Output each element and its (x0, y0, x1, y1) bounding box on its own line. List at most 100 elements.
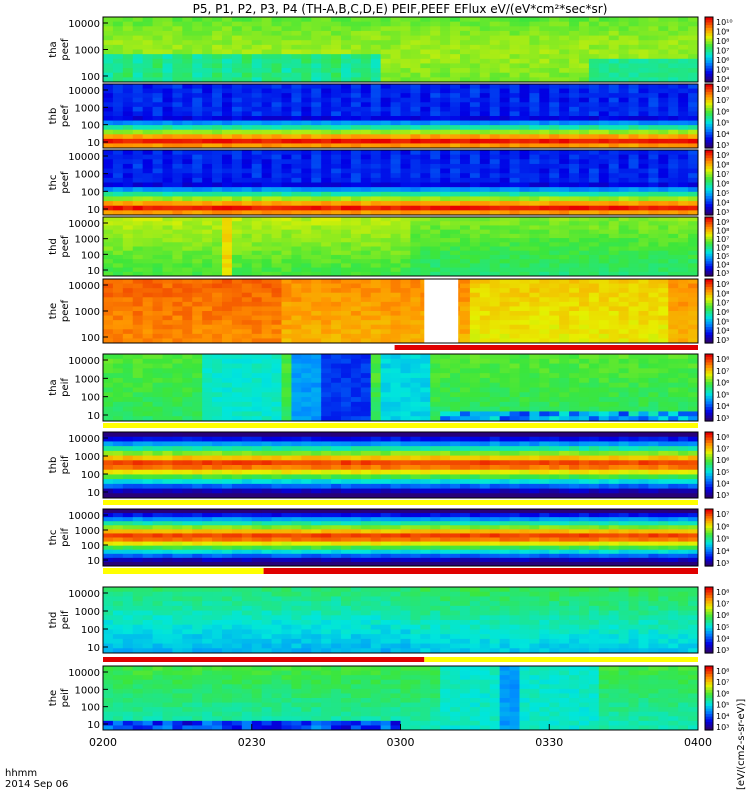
colorbar-step (705, 268, 713, 272)
colorbar-step (705, 30, 713, 34)
y-tick-label: 100 (81, 187, 100, 198)
panel-label-probe: the (48, 303, 59, 319)
colorbar-step (705, 434, 713, 439)
colorbar-step (705, 79, 713, 83)
colorbar-tick-label: 10⁷ (716, 510, 729, 519)
colorbar-step (705, 279, 713, 283)
colorbar-step (705, 246, 713, 250)
y-tick-label: 1000 (75, 374, 100, 385)
colorbar-step (705, 198, 713, 203)
colorbar-step (705, 187, 713, 192)
colorbar-tick-label: 10⁶ (716, 107, 729, 116)
colorbar-tick-label: 10⁸ (716, 227, 729, 236)
colorbar-step (705, 376, 713, 380)
colorbar-tick-label: 10⁴ (716, 327, 729, 336)
state-bar-thb_peif (103, 500, 698, 505)
y-tick-label: 1000 (75, 103, 100, 114)
colorbar-step (705, 182, 713, 186)
colorbar-step (705, 600, 713, 605)
figure-title: P5, P1, P2, P3, P4 (TH-A,B,C,D,E) PEIF,P… (193, 2, 608, 16)
colorbar-step (705, 523, 713, 527)
colorbar-step (705, 239, 713, 243)
colorbar-step (705, 476, 713, 480)
colorbar-step (705, 209, 713, 213)
colorbar-step (705, 473, 713, 477)
colorbar-step (705, 152, 713, 157)
colorbar-step (705, 289, 713, 293)
colorbar-step (705, 196, 713, 200)
colorbars-layer: 10¹⁰10⁹10⁸10⁷10⁶10⁵10⁴10⁸10⁷10⁶10⁵10⁴10³… (704, 16, 733, 732)
colorbar-step (705, 409, 713, 414)
colorbar-tick-label: 10⁷ (716, 235, 729, 244)
colorbar-step (705, 221, 713, 225)
colorbar-step (705, 140, 713, 144)
state-bar-segment (103, 500, 698, 505)
x-tick-label: 0300 (387, 736, 415, 749)
y-tick-label: 10000 (68, 668, 100, 679)
colorbar-step (705, 121, 713, 125)
colorbar-step (705, 321, 713, 325)
colorbar-step (705, 481, 713, 485)
colorbar-step (705, 633, 713, 638)
colorbar-tick-label: 10⁵ (716, 468, 729, 477)
colorbar-step (705, 311, 713, 315)
colorbar-tick-label: 10⁶ (716, 56, 729, 65)
colorbar-step (705, 418, 713, 422)
colorbar-step (705, 57, 713, 61)
colorbar-step (705, 226, 713, 230)
colorbar-step (705, 549, 713, 553)
colorbar-step (705, 236, 713, 240)
colorbar-step (705, 287, 713, 291)
colorbar-step (705, 467, 713, 472)
colorbar-step (705, 19, 713, 24)
colorbar-step (705, 563, 713, 567)
colorbar-frame (704, 149, 714, 216)
colorbar-step (705, 65, 713, 70)
colorbar-step (705, 241, 713, 245)
colorbar-step (705, 231, 713, 235)
colorbar-step (705, 716, 713, 720)
colorbar-tick-label: 10⁷ (716, 600, 729, 609)
colorbar-step (705, 84, 713, 88)
colorbar-step (705, 412, 713, 417)
x-tick-label: 0400 (684, 736, 712, 749)
colorbar-thb_peef: 10⁸ 10⁷ 10⁶ 10⁵ 10⁴ 10³ (704, 83, 729, 150)
state-bar-segment (103, 345, 395, 350)
colorbar-step (705, 620, 713, 624)
colorbar-step (705, 487, 713, 491)
panel-thd_peif: 10000 1000 100 10 thd peif (48, 586, 699, 654)
colorbar-step (705, 44, 713, 48)
colorbar-frame (704, 83, 714, 149)
panel-label-probe: tha (48, 41, 59, 57)
colorbar-step (705, 513, 713, 517)
colorbar-step (705, 337, 713, 341)
colorbar-step (705, 86, 713, 90)
colorbar-step (705, 35, 713, 40)
colorbar-tick-label: 10⁴ (716, 199, 729, 208)
colorbar-tick-label: 10³ (716, 723, 729, 732)
y-tick-label: 100 (81, 541, 100, 552)
colorbar-step (705, 671, 713, 675)
colorbar-tick-label: 10³ (716, 141, 729, 150)
colorbar-step (705, 22, 713, 26)
panel-frame (102, 353, 699, 422)
colorbar-step (705, 719, 713, 723)
colorbar-step (705, 113, 713, 117)
colorbar-step (705, 530, 713, 534)
colorbar-tick-label: 10⁴ (716, 261, 729, 270)
colorbar-step (705, 387, 713, 391)
colorbar-the_peif: 10⁸ 10⁷ 10⁶ 10⁵ 10⁴ 10³ (704, 665, 729, 732)
colorbar-step (705, 495, 713, 499)
colorbar-step (705, 284, 713, 288)
date-label: 2014 Sep 06 (5, 779, 68, 790)
colorbar-tha_peif: 10⁸ 10⁷ 10⁶ 10⁵ 10⁴ 10³ (704, 353, 729, 423)
panel-thd_peef: 10000 1000 100 10 thd peef (48, 216, 699, 277)
colorbar-step (705, 52, 713, 56)
colorbar-frame (704, 353, 714, 422)
y-tick-label: 100 (81, 121, 100, 132)
colorbar-step (705, 266, 713, 270)
colorbar-step (705, 253, 713, 257)
